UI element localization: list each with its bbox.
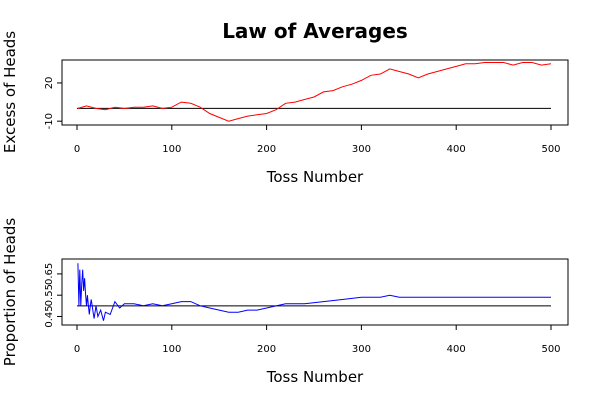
proportion-heads-panel: 0 100 200 300 400 500 0.450.550.65 Toss Numbe…	[1, 218, 569, 386]
excess-heads-line	[77, 62, 552, 122]
excess-heads-y-tick-label: 20	[44, 77, 55, 90]
proportion-heads-x-tick-label: 400	[447, 344, 466, 355]
excess-heads-series	[77, 62, 552, 122]
proportion-heads-y-tick-label: 0.55	[44, 284, 55, 306]
excess-heads-x-axis: 0 100 200 300 400 500	[74, 125, 561, 155]
proportion-heads-x-axis-label: Toss Number	[266, 368, 364, 386]
proportion-heads-y-tick-label: 0.65	[44, 263, 55, 285]
excess-heads-x-tick-label: 300	[352, 144, 371, 155]
excess-heads-y-tick-label: -10	[44, 113, 55, 129]
excess-heads-plot-frame	[61, 59, 569, 126]
proportion-heads-x-tick-label: 300	[352, 344, 371, 355]
excess-heads-panel: 0 100 200 300 400 500 -10 20 Toss Number Exces…	[1, 31, 569, 186]
excess-heads-x-tick-label: 100	[162, 144, 181, 155]
excess-heads-x-tick-label: 0	[74, 144, 80, 155]
proportion-heads-y-axis-label: Proportion of Heads	[1, 218, 19, 367]
excess-heads-y-axis: -10 20	[44, 77, 62, 129]
excess-heads-x-axis-label: Toss Number	[266, 168, 364, 186]
excess-heads-x-tick-label: 500	[541, 144, 560, 155]
proportion-heads-x-tick-label: 200	[257, 344, 276, 355]
proportion-heads-x-tick-label: 0	[74, 344, 80, 355]
proportion-heads-series	[77, 263, 551, 321]
figure-title: Law of Averages	[222, 19, 408, 43]
proportion-heads-line	[77, 263, 551, 321]
proportion-heads-y-axis: 0.450.550.65	[44, 263, 62, 328]
excess-heads-x-tick-label: 400	[447, 144, 466, 155]
proportion-heads-x-tick-label: 100	[162, 344, 181, 355]
proportion-heads-y-tick-label: 0.45	[44, 305, 55, 327]
excess-heads-x-tick-label: 200	[257, 144, 276, 155]
excess-heads-y-axis-label: Excess of Heads	[1, 31, 19, 153]
proportion-heads-x-tick-label: 500	[541, 344, 560, 355]
proportion-heads-plot-frame	[61, 258, 569, 326]
proportion-heads-x-axis: 0 100 200 300 400 500	[74, 325, 561, 355]
